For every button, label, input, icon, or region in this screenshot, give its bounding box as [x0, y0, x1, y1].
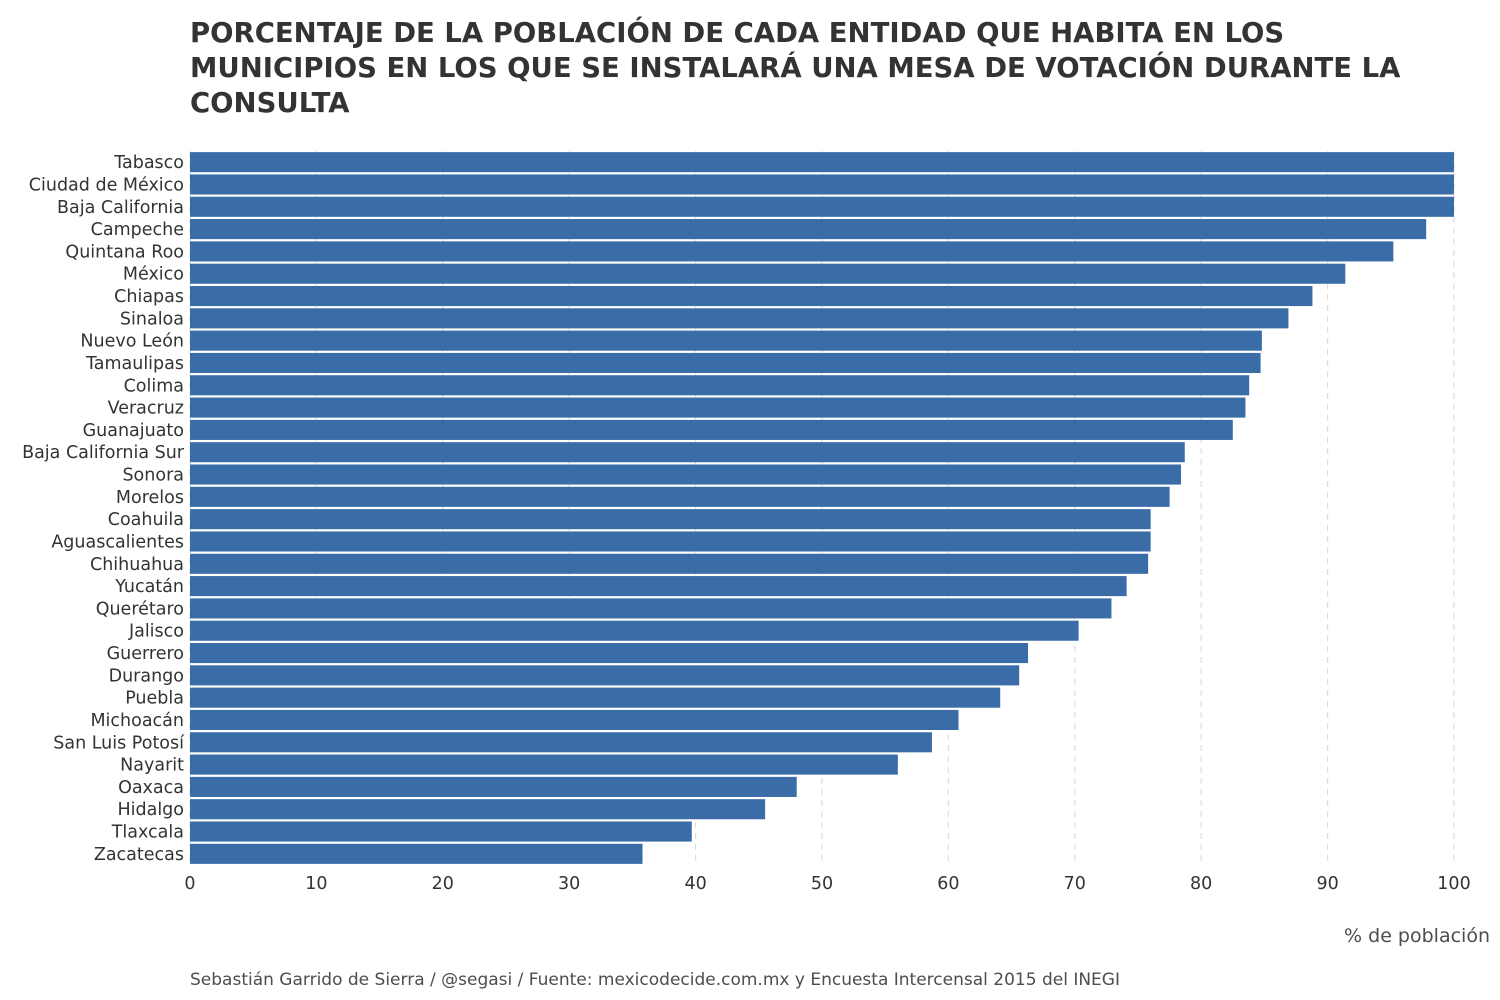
bar: [190, 531, 1151, 552]
category-label: Campeche: [91, 220, 184, 240]
category-label: Puebla: [125, 689, 184, 709]
category-label: Sinaloa: [120, 309, 184, 329]
category-label: Michoacán: [90, 711, 184, 731]
x-tick-label: 70: [1064, 874, 1086, 894]
category-label: Zacatecas: [94, 845, 184, 865]
category-label: Yucatán: [114, 577, 184, 597]
x-axis-ticks: 0 10 20 30 40 50 60 70 80 90 100: [184, 874, 1470, 894]
bar: [190, 442, 1185, 463]
bar: [190, 509, 1151, 530]
bar: [190, 419, 1233, 440]
category-label: Morelos: [116, 488, 184, 508]
category-label: Guanajuato: [83, 421, 184, 441]
category-label: Veracruz: [108, 399, 184, 419]
bar: [190, 241, 1394, 262]
category-label: Baja California Sur: [22, 443, 185, 463]
category-label: Querétaro: [96, 599, 184, 619]
category-label: Oaxaca: [118, 778, 184, 798]
x-tick-label: 90: [1316, 874, 1338, 894]
bars: [190, 152, 1454, 864]
bar: [190, 709, 959, 731]
bar: [190, 620, 1079, 641]
bar: [190, 196, 1454, 217]
category-label: Sonora: [122, 466, 184, 486]
bar: [190, 576, 1127, 597]
bar: [190, 687, 1001, 708]
category-label: Colima: [124, 376, 184, 396]
bar: [190, 843, 643, 864]
x-tick-label: 30: [558, 874, 580, 894]
x-tick-label: 10: [305, 874, 327, 894]
bar: [190, 821, 692, 842]
bar: [190, 375, 1250, 396]
bar: [190, 553, 1149, 574]
bar: [190, 464, 1181, 485]
category-label: San Luis Potosí: [53, 733, 185, 753]
category-label: Chiapas: [114, 287, 184, 307]
bar: [190, 397, 1246, 418]
category-label: Durango: [109, 666, 184, 686]
bar: [190, 598, 1112, 619]
category-label: Tabasco: [113, 153, 184, 173]
bar: [190, 486, 1170, 507]
category-label: Chihuahua: [90, 555, 184, 575]
category-label: Baja California: [57, 198, 184, 218]
x-tick-label: 20: [432, 874, 454, 894]
bar: [190, 308, 1289, 329]
category-label: Nuevo León: [80, 332, 184, 352]
bar: [190, 174, 1454, 195]
bar: [190, 263, 1346, 284]
category-label: Coahuila: [108, 510, 184, 530]
bar: [190, 330, 1262, 351]
x-tick-label: 50: [811, 874, 833, 894]
x-tick-label: 40: [684, 874, 706, 894]
bar: [190, 152, 1454, 173]
category-label: Hidalgo: [117, 800, 184, 820]
x-tick-label: 100: [1437, 874, 1470, 894]
bar: [190, 285, 1313, 307]
bar: [190, 219, 1427, 240]
bar: [190, 665, 1020, 686]
x-tick-label: 0: [184, 874, 195, 894]
footer-caption: Sebastián Garrido de Sierra / @segasi / …: [190, 970, 1120, 990]
bar: [190, 754, 898, 775]
bar: [190, 732, 932, 753]
x-axis-title: % de población: [1344, 925, 1490, 947]
bar: [190, 776, 797, 797]
bar: [190, 642, 1029, 664]
category-label: Jalisco: [128, 622, 184, 642]
bar: [190, 352, 1261, 374]
category-label: México: [123, 265, 184, 285]
category-label: Tlaxcala: [111, 823, 184, 843]
category-label: Quintana Roo: [65, 242, 184, 262]
category-label: Guerrero: [107, 644, 184, 664]
x-tick-label: 80: [1190, 874, 1212, 894]
x-tick-label: 60: [937, 874, 959, 894]
bar: [190, 799, 766, 820]
category-label: Tamaulipas: [85, 354, 184, 374]
chart-title: PORCENTAJE DE LA POBLACIÓN DE CADA ENTID…: [190, 17, 1401, 119]
category-label: Ciudad de México: [29, 175, 184, 195]
category-label: Aguascalientes: [51, 532, 184, 552]
category-label: Nayarit: [120, 756, 184, 776]
